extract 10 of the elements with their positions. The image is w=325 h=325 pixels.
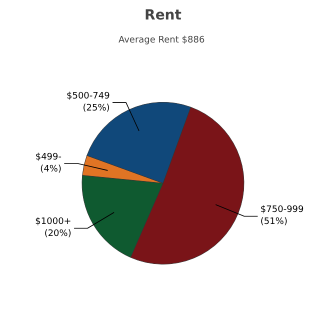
chart-subtitle: Average Rent $886 (118, 36, 205, 46)
data-label: (25%) (82, 104, 110, 114)
slice-label: $750-999 (260, 205, 304, 216)
slice-label: $500-749 (66, 92, 110, 102)
data-label: (20%) (44, 229, 72, 240)
data-label: (4%) (40, 164, 62, 174)
chart-title: Rent (144, 8, 182, 24)
slice-label: $499- (35, 152, 62, 162)
slice-label: $1000+ (35, 217, 72, 228)
data-label: (51%) (260, 217, 288, 228)
